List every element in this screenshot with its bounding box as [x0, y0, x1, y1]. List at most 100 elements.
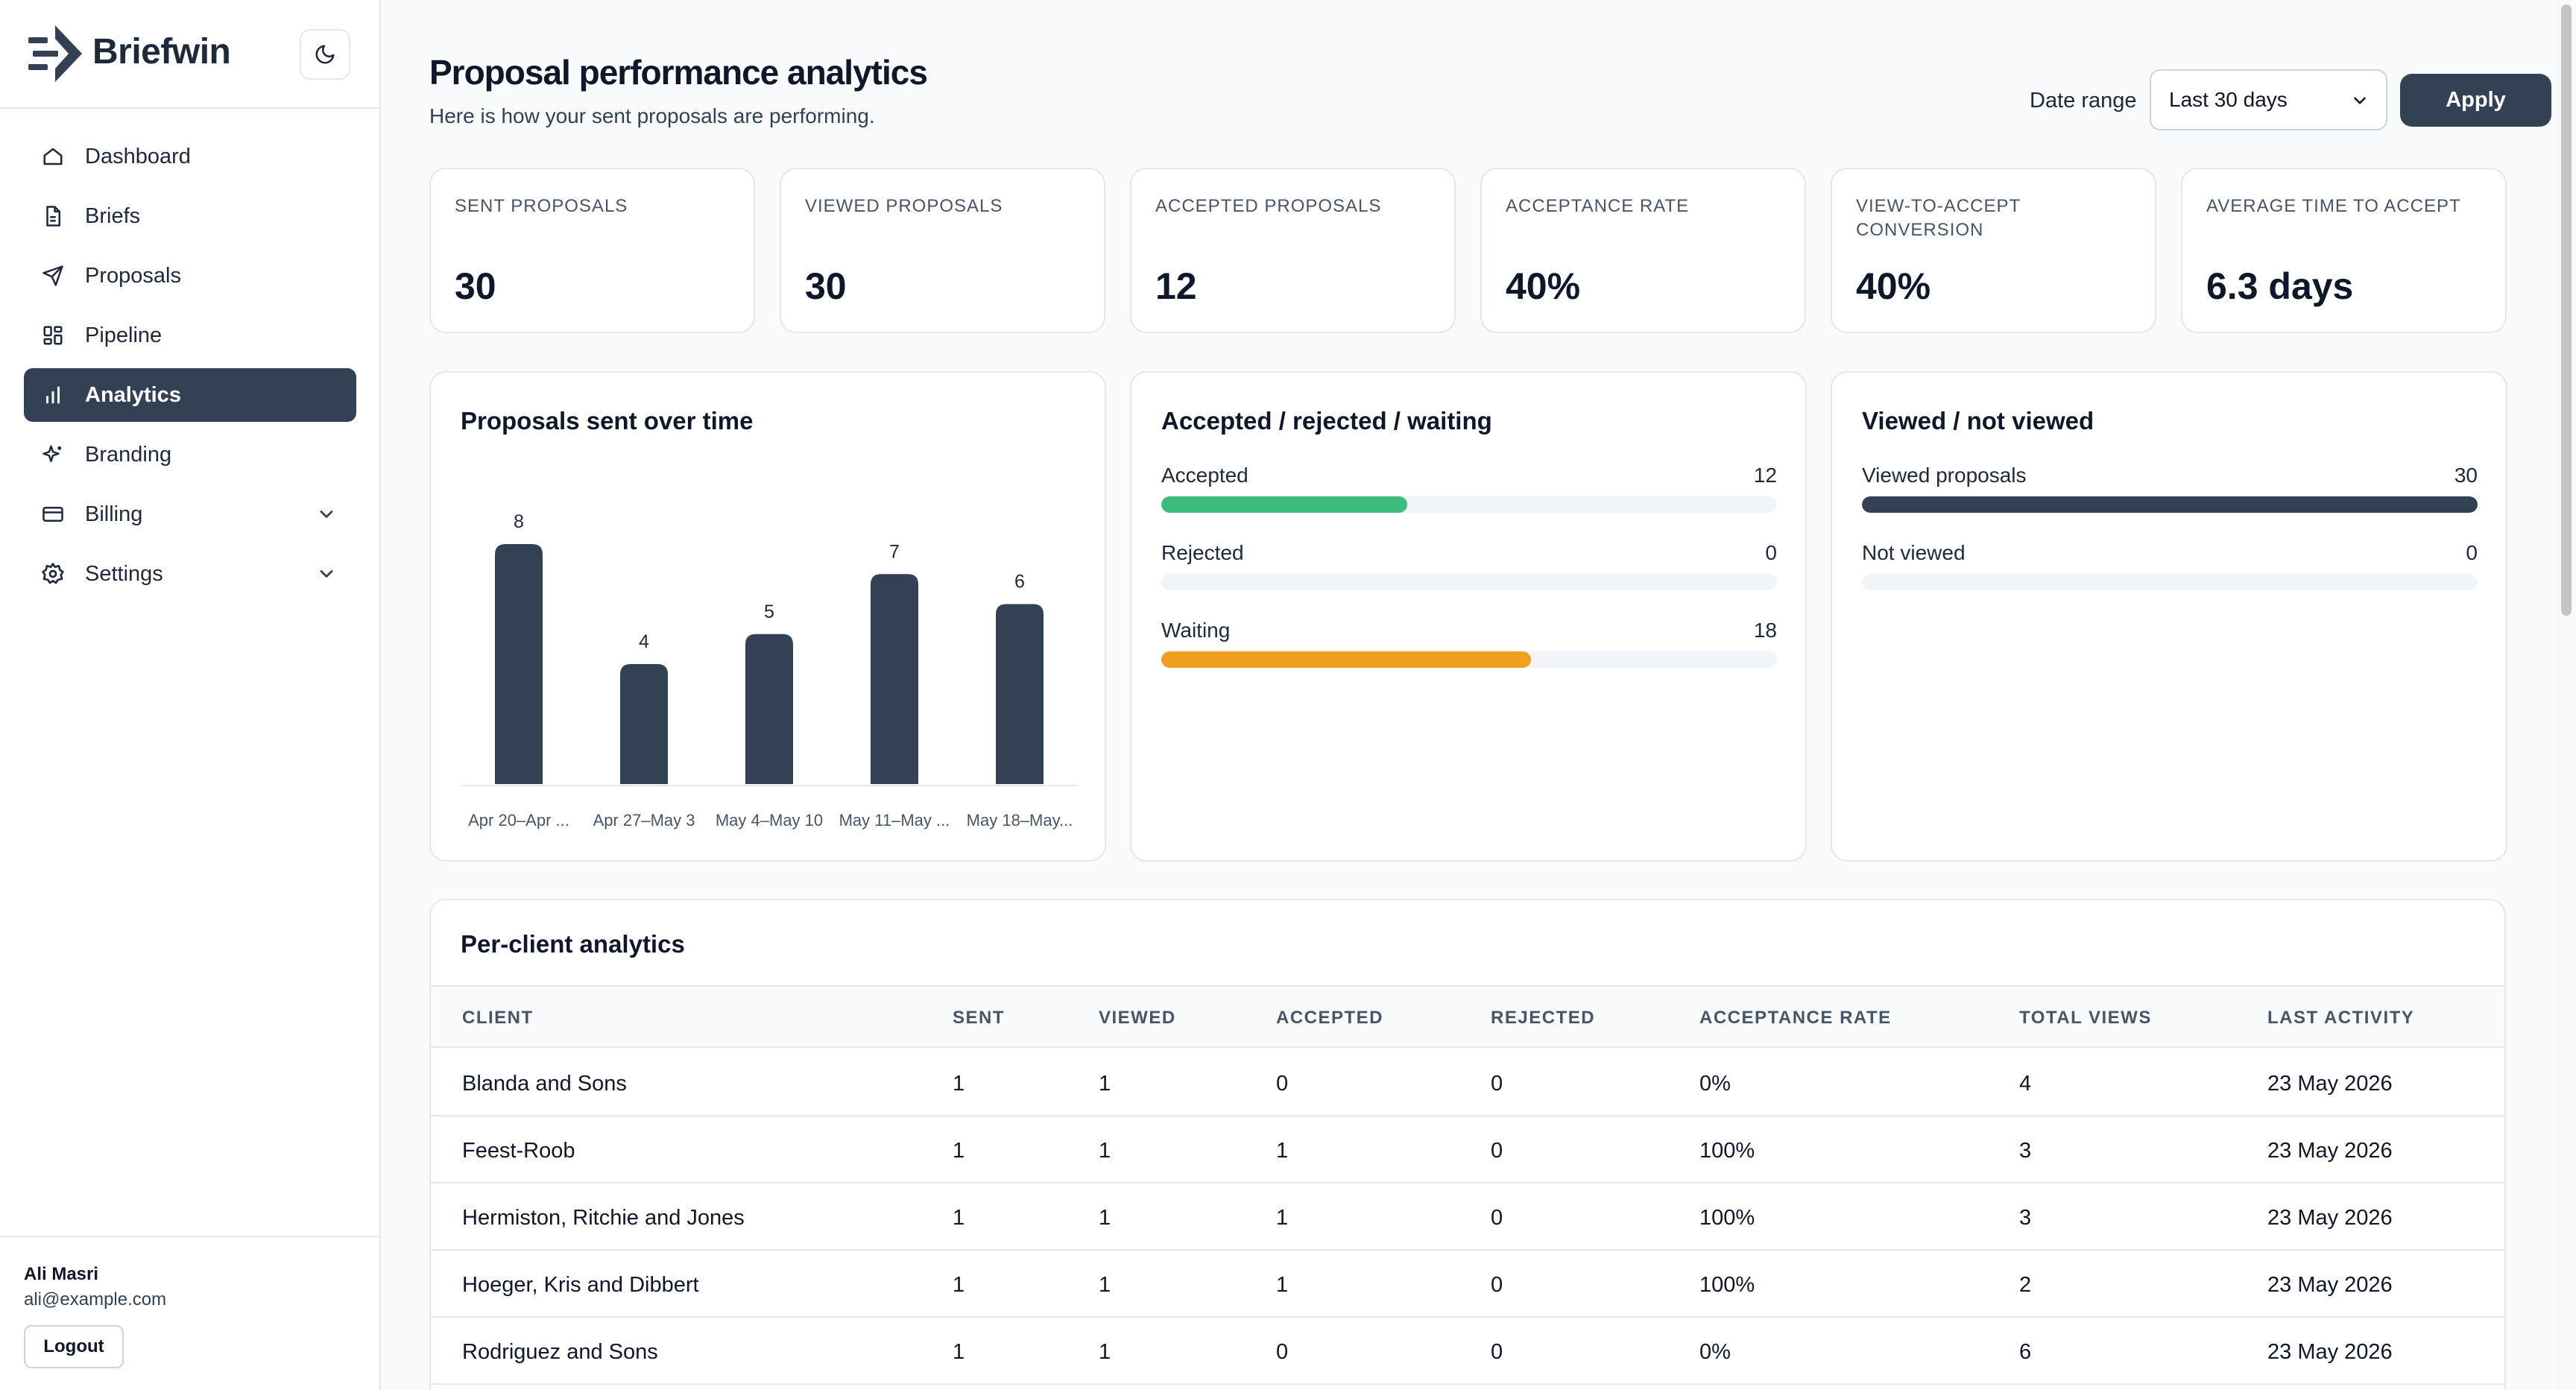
table-cell-client: Hermiston, Ritchie and Jones [462, 1206, 745, 1230]
chart-bar[interactable] [745, 634, 793, 784]
chart-bar-group[interactable]: 6 May 18–May... [967, 572, 1073, 830]
table-row[interactable]: Feest-Roob 1 1 1 0 100% 3 23 May 2026 [431, 1116, 2504, 1184]
column-header-viewed[interactable]: VIEWED [1099, 1008, 1176, 1028]
sidebar-item-branding[interactable]: Branding [24, 428, 356, 481]
table-cell: 1 [1099, 1139, 1111, 1163]
stat-label: SENT PROPOSALS [455, 196, 628, 216]
stat-value: 30 [455, 265, 496, 307]
sidebar-item-dashboard[interactable]: Dashboard [24, 130, 356, 183]
table-cell: 1 [1099, 1206, 1111, 1230]
briefwin-logo-icon[interactable] [28, 24, 86, 83]
chart-bar-group[interactable]: 5 May 4–May 10 [716, 601, 823, 830]
brand-name[interactable]: Briefwin [92, 32, 231, 72]
user-box: Ali Masri ali@example.com Logout [0, 1236, 379, 1390]
table-cell: 23 May 2026 [2267, 1072, 2393, 1096]
sidebar-item-proposals[interactable]: Proposals [24, 249, 356, 303]
table-row[interactable]: Rodriguez and Sons 1 1 0 0 0% 6 23 May 2026 [431, 1318, 2504, 1385]
panel-status: Accepted / rejected / waiting Accepted 1… [1130, 371, 1807, 862]
page-title: Proposal performance analytics [429, 53, 928, 92]
theme-toggle-button[interactable] [300, 29, 350, 80]
column-header-total-views[interactable]: TOTAL VIEWS [2019, 1008, 2152, 1028]
status-value: 12 [1753, 464, 1777, 487]
sidebar-item-label: Analytics [85, 382, 181, 407]
chart-data-label: 5 [764, 601, 774, 622]
brand-row: Briefwin [0, 0, 379, 109]
table-cell-client: Blanda and Sons [462, 1072, 627, 1096]
table-cell: 1 [1276, 1273, 1289, 1297]
column-header-accepted[interactable]: ACCEPTED [1276, 1008, 1384, 1028]
stat-card-viewed: VIEWED PROPOSALS 30 [780, 168, 1105, 333]
chart-bar[interactable] [871, 574, 918, 784]
table-cell: 0 [1276, 1072, 1289, 1096]
chart-bar-group[interactable]: 4 Apr 27–May 3 [593, 631, 695, 830]
table-cell: 0 [1491, 1273, 1503, 1297]
table-cell: 0 [1491, 1206, 1503, 1230]
file-icon [40, 203, 66, 229]
chart-bar-group[interactable]: 8 Apr 20–Apr ... [468, 511, 569, 830]
moon-icon [315, 45, 335, 64]
table-cell: 23 May 2026 [2267, 1139, 2393, 1163]
scrollbar-thumb[interactable] [2561, 4, 2572, 616]
chevron-down-icon [2354, 97, 2366, 104]
table-cell: 0% [1699, 1072, 1731, 1096]
per-client-table-card: Per-client analytics CLIENT SENT VIEWED … [429, 899, 2506, 1390]
date-range-value: Last 30 days [2169, 88, 2288, 111]
column-header-client[interactable]: CLIENT [462, 1008, 534, 1028]
table-cell: 4 [2019, 1072, 2032, 1096]
viewed-value: 0 [2466, 541, 2478, 564]
column-header-sent[interactable]: SENT [953, 1008, 1006, 1028]
table-cell: 0 [1491, 1340, 1503, 1364]
status-value: 0 [1765, 541, 1777, 564]
sidebar-item-label: Billing [85, 502, 143, 526]
bar-chart-icon [40, 382, 66, 408]
panel-viewed: Viewed / not viewed Viewed proposals 30 … [1831, 371, 2507, 862]
column-header-acceptance-rate[interactable]: ACCEPTANCE RATE [1699, 1008, 1892, 1028]
stat-card-view-to-accept: VIEW-TO-ACCEPT CONVERSION 40% [1831, 168, 2156, 333]
sidebar-item-settings[interactable]: Settings [24, 547, 356, 601]
sidebar-item-label: Branding [85, 442, 172, 467]
apply-button[interactable]: Apply [2400, 74, 2551, 127]
status-row-rejected: Rejected 0 [1161, 541, 1777, 601]
sidebar-item-pipeline[interactable]: Pipeline [24, 309, 356, 362]
user-email: ali@example.com [24, 1289, 167, 1310]
sidebar-item-briefs[interactable]: Briefs [24, 189, 356, 243]
column-header-last-activity[interactable]: LAST ACTIVITY [2267, 1008, 2415, 1028]
progress-track [1862, 574, 2478, 590]
chart-bar[interactable] [996, 604, 1044, 785]
sidebar-item-label: Proposals [85, 263, 181, 288]
sidebar-item-analytics[interactable]: Analytics [24, 368, 356, 422]
stat-value: 30 [805, 265, 847, 307]
column-header-rejected[interactable]: REJECTED [1491, 1008, 1596, 1028]
table-cell: 1 [1099, 1273, 1111, 1297]
progress-track [1862, 496, 2478, 513]
table-cell: 6 [2019, 1340, 2032, 1364]
chart-bar-group[interactable]: 7 May 11–May ... [839, 541, 950, 830]
credit-card-icon [40, 502, 66, 527]
sidebar-item-billing[interactable]: Billing [24, 487, 356, 541]
progress-fill [1161, 651, 1531, 668]
chevron-down-icon[interactable] [316, 563, 337, 584]
progress-fill [1862, 496, 2478, 513]
page-subtitle: Here is how your sent proposals are perf… [429, 104, 875, 127]
status-row-waiting: Waiting 18 [1161, 619, 1777, 678]
chevron-down-icon[interactable] [316, 504, 337, 525]
logout-button[interactable]: Logout [24, 1325, 124, 1368]
table-row[interactable]: Hermiston, Ritchie and Jones 1 1 1 0 100% 3 23 … [431, 1184, 2504, 1251]
status-label: Waiting [1161, 619, 1231, 642]
gear-icon [40, 561, 66, 587]
sidebar-item-label: Briefs [85, 203, 141, 228]
table-cell: 3 [2019, 1206, 2032, 1230]
table-cell: 1 [953, 1340, 965, 1364]
table-cell: 100% [1699, 1206, 1755, 1230]
date-range-select[interactable]: Last 30 days [2150, 69, 2387, 130]
table-row[interactable]: Hoeger, Kris and Dibbert 1 1 1 0 100% 2 23 May … [431, 1251, 2504, 1318]
chart-bar[interactable] [495, 544, 543, 784]
viewed-value: 30 [2454, 464, 2478, 487]
chart-bar[interactable] [620, 664, 668, 784]
table-row[interactable]: Blanda and Sons 1 1 0 0 0% 4 23 May 2026 [431, 1049, 2504, 1116]
table-cell: 2 [2019, 1273, 2032, 1297]
table-cell: 1 [1099, 1072, 1111, 1096]
chart-data-label: 4 [639, 631, 649, 652]
home-icon [40, 144, 66, 169]
chart-tick-label: May 4–May 10 [716, 811, 823, 830]
